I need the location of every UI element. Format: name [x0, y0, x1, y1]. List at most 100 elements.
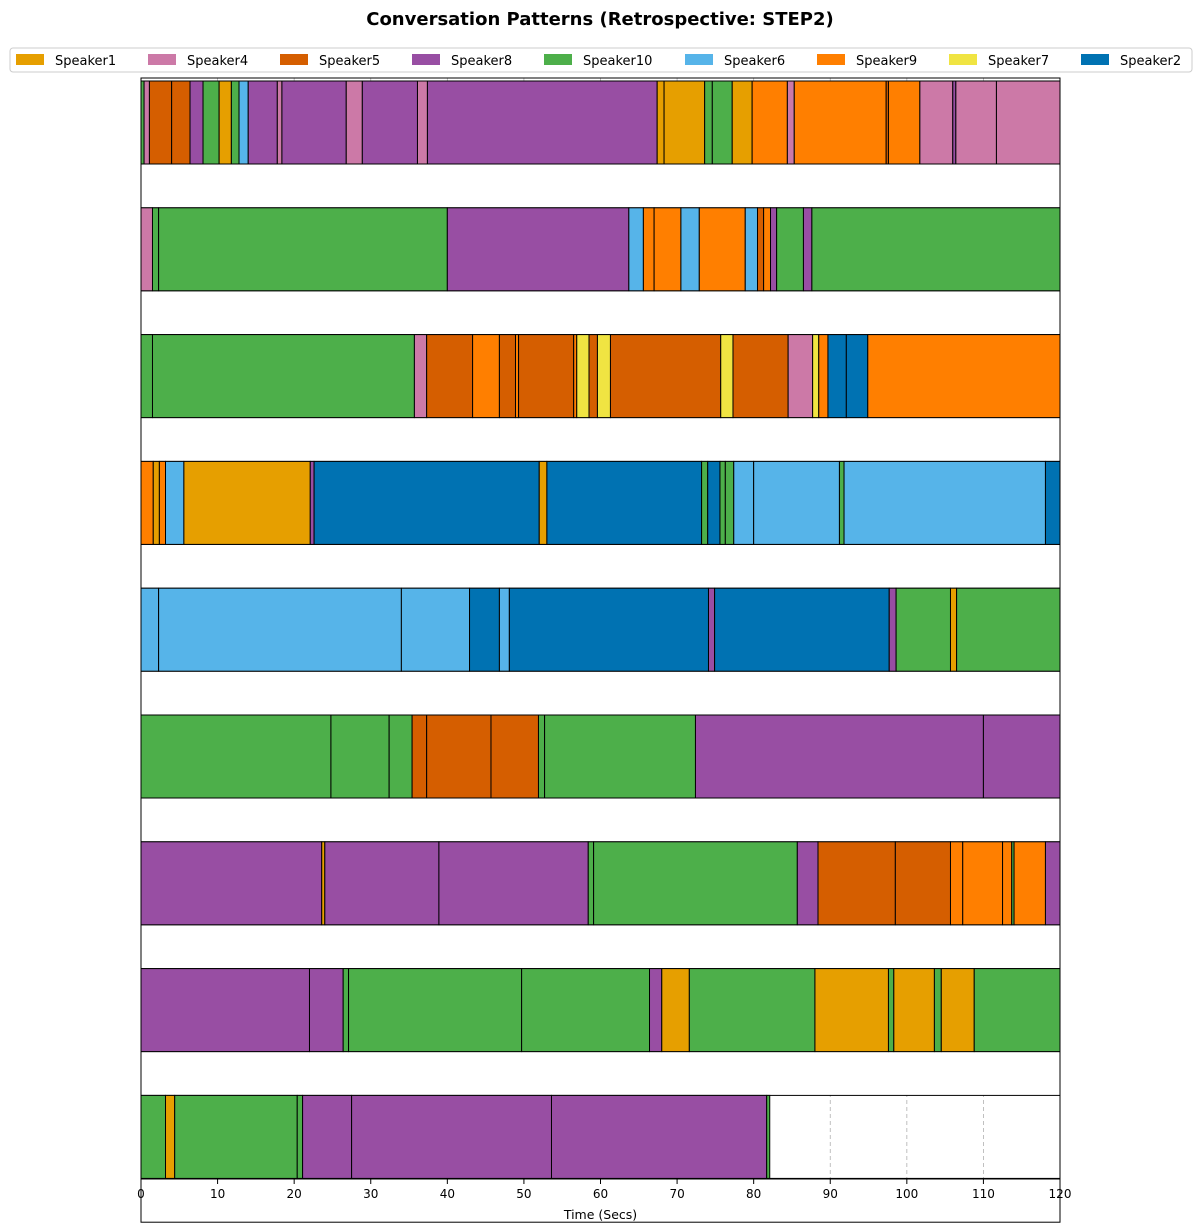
legend: Speaker1 Speaker4 Speaker5 Speaker8 Speaker1… — [9, 47, 1193, 73]
bar-segment-speaker10 — [151, 207, 160, 292]
bar-segment-speaker10 — [544, 714, 696, 799]
bar-segment-speaker6 — [628, 207, 644, 292]
bar-segment-speaker1 — [152, 460, 160, 545]
bar-segment-speaker8 — [802, 207, 813, 292]
bar-segment-speaker10 — [811, 207, 1061, 292]
bar-segment-speaker8 — [189, 80, 204, 165]
legend-label-speaker2: Speaker2 — [1120, 54, 1181, 69]
bar-segment-speaker10 — [776, 207, 804, 292]
bar-segment-speaker4 — [276, 80, 283, 165]
legend-swatch-speaker8 — [412, 54, 440, 65]
bar-segment-speaker8 — [309, 460, 315, 545]
legend-label-speaker9: Speaker9 — [856, 54, 917, 69]
bar-segment-speaker1 — [893, 968, 935, 1053]
bar-segment-speaker2 — [1044, 460, 1061, 545]
bar-segment-speaker9 — [158, 460, 167, 545]
bar-segment-speaker5 — [894, 841, 951, 926]
bar-segment-speaker2 — [313, 460, 540, 545]
bar-segment-speaker10 — [887, 968, 895, 1053]
row-gap — [140, 543, 1061, 589]
bar-segment-speaker10 — [587, 841, 595, 926]
bar-segment-speaker10 — [202, 80, 220, 165]
bar-segment-speaker5 — [732, 334, 789, 419]
bar-segment-speaker6 — [158, 587, 402, 672]
bar-segment-speaker10 — [701, 460, 709, 545]
x-tick-label: 70 — [669, 1187, 684, 1201]
bar-segment-speaker2 — [508, 587, 709, 672]
bar-segment-speaker8 — [351, 1094, 552, 1179]
bar-segment-speaker8 — [550, 1094, 768, 1179]
legend-swatch-speaker2 — [1081, 54, 1109, 65]
bar-segment-speaker5 — [588, 334, 598, 419]
bar-segment-speaker10 — [521, 968, 651, 1053]
bar-segment-speaker8 — [1044, 841, 1061, 926]
bar-segment-speaker5 — [609, 334, 722, 419]
bar-segment-speaker6 — [238, 80, 249, 165]
bar-segment-speaker10 — [766, 1094, 771, 1179]
bar-segment-speaker7 — [720, 334, 734, 419]
bar-segment-speaker8 — [247, 80, 278, 165]
bar-segment-speaker9 — [698, 207, 746, 292]
bar-segment-speaker9 — [949, 841, 964, 926]
bar-segment-speaker10 — [296, 1094, 304, 1179]
bar-segment-speaker10 — [230, 80, 240, 165]
bar-segment-speaker1 — [538, 460, 548, 545]
bar-segment-speaker10 — [330, 714, 390, 799]
bar-segment-speaker5 — [518, 334, 575, 419]
bar-segment-speaker4 — [919, 80, 954, 165]
row-gap — [140, 670, 1061, 716]
bar-segment-speaker1 — [814, 968, 889, 1053]
bar-segment-speaker6 — [498, 587, 510, 672]
bar-segment-speaker8 — [888, 587, 897, 672]
bar-segment-speaker9 — [887, 80, 921, 165]
bar-segment-speaker1 — [940, 968, 975, 1053]
bar-segment-speaker10 — [719, 460, 726, 545]
bar-segment-speaker8 — [281, 80, 347, 165]
row-gap — [140, 163, 1061, 209]
bar-segment-speaker10 — [895, 587, 951, 672]
x-tick-label: 0 — [137, 1187, 145, 1201]
bar-segment-speaker8 — [438, 841, 589, 926]
bar-segment-speaker2 — [546, 460, 703, 545]
bar-segment-speaker7 — [812, 334, 820, 419]
bar-segment-speaker1 — [183, 460, 311, 545]
row-gap — [140, 290, 1061, 336]
row-gap — [140, 924, 1061, 970]
bar-segment-speaker2 — [707, 460, 721, 545]
bar-segment-speaker10 — [593, 841, 798, 926]
bar-segment-speaker10 — [158, 207, 448, 292]
bar-segment-speaker2 — [714, 587, 890, 672]
bar-segment-speaker7 — [576, 334, 590, 419]
bar-segment-speaker9 — [763, 207, 772, 292]
bar-segment-speaker10 — [174, 1094, 298, 1179]
bar-segment-speaker8 — [140, 968, 310, 1053]
bar-segment-speaker2 — [845, 334, 869, 419]
bar-segment-speaker6 — [140, 587, 160, 672]
bar-segment-speaker8 — [140, 841, 323, 926]
x-axis-label: Time (Secs) — [563, 1207, 637, 1222]
legend-label-speaker7: Speaker7 — [988, 54, 1049, 69]
legend-label-speaker4: Speaker4 — [187, 54, 248, 69]
bar-segment-speaker4 — [995, 80, 1061, 165]
bar-segment-speaker10 — [140, 334, 153, 419]
x-tick-label: 40 — [440, 1187, 455, 1201]
legend-label-speaker6: Speaker6 — [724, 54, 785, 69]
bar-segment-speaker4 — [413, 334, 428, 419]
bar-segment-speaker5 — [756, 207, 765, 292]
row-gap — [140, 417, 1061, 462]
bar-segment-speaker4 — [955, 80, 997, 165]
legend-label-speaker5: Speaker5 — [319, 54, 380, 69]
legend-label-speaker8: Speaker8 — [451, 54, 512, 69]
row-gap — [140, 1177, 1061, 1223]
legend-swatch-speaker5 — [280, 54, 308, 65]
legend-swatch-speaker10 — [544, 54, 572, 65]
x-tick-label: 60 — [593, 1187, 608, 1201]
bar-segment-speaker1 — [165, 1094, 176, 1179]
bar-segment-speaker9 — [867, 334, 1061, 419]
bar-segment-speaker6 — [744, 207, 758, 292]
bar-segment-speaker8 — [308, 968, 344, 1053]
bar-segment-speaker9 — [1002, 841, 1013, 926]
bar-segment-speaker9 — [818, 334, 829, 419]
row-gap — [140, 1051, 1061, 1096]
bars — [140, 80, 1061, 1179]
